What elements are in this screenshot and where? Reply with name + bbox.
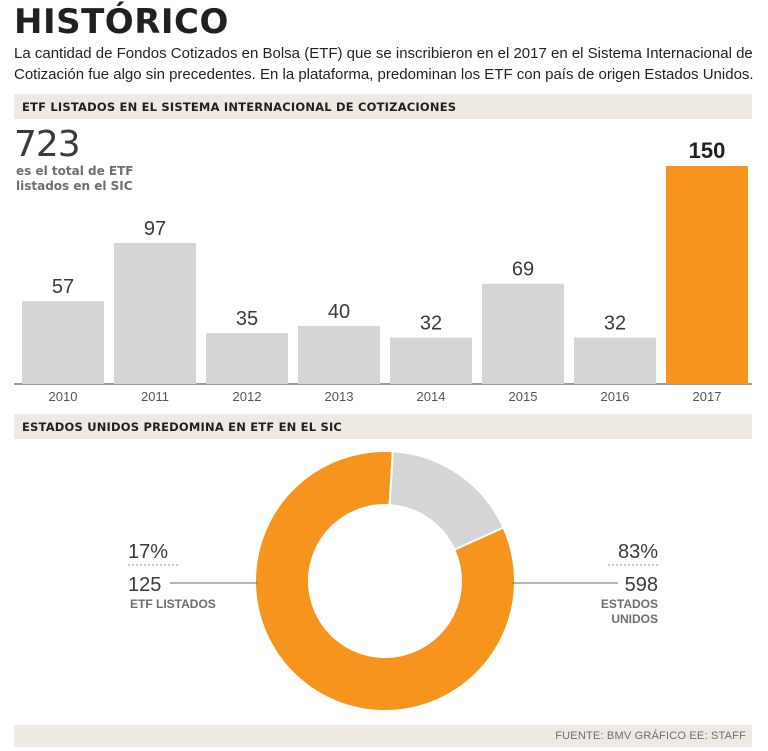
section-header-etf-listados: ETF LISTADOS EN EL SISTEMA INTERNACIONAL… [14,94,752,119]
bar-value-label-2013: 40 [328,301,350,323]
donut-label-name-etf-listados: ETF LISTADOS [130,597,216,611]
section-header-estados-unidos-label: ESTADOS UNIDOS PREDOMINA EN ETF EN EL SI… [22,420,343,434]
bar-2014 [390,337,472,384]
x-tick-label-2011: 2011 [141,389,169,404]
source-text: FUENTE: BMV GRÁFICO EE: STAFF [555,730,746,742]
donut-label-count-estados-unidos: 598 [625,574,658,596]
bar-chart: 57 2010 97 2011 35 2012 40 2013 32 2014 69 2015 32 20… [14,138,752,404]
donut-label-count-etf-listados: 125 [128,574,161,596]
x-tick-label-2015: 2015 [509,389,538,404]
x-tick-label-2012: 2012 [233,389,262,404]
x-tick-label-2017: 2017 [693,389,722,404]
bar-value-label-2011: 97 [144,218,166,240]
total-etf-number: 723 [14,124,81,165]
donut-label-percent-estados-unidos: 83% [618,541,658,563]
section-header-estados-unidos: ESTADOS UNIDOS PREDOMINA EN ETF EN EL SI… [14,414,752,439]
donut-label-name-estados-unidos: ESTADOS UNIDOS [601,597,658,626]
donut-slice-etf-listados [388,450,505,552]
bar-2016 [574,337,656,384]
x-tick-label-2014: 2014 [417,389,446,404]
page-subtitle: La cantidad de Fondos Cotizados en Bolsa… [14,45,754,83]
section-header-etf-listados-label: ETF LISTADOS EN EL SISTEMA INTERNACIONAL… [22,100,457,114]
bar-value-label-2015: 69 [512,259,534,281]
bar-2012 [206,333,288,384]
total-etf-caption: es el total de ETF listados en el SIC [16,164,134,193]
bar-value-label-2014: 32 [420,312,442,334]
x-tick-label-2010: 2010 [49,389,78,404]
donut-label-percent-etf-listados: 17% [128,541,168,563]
page-title: HISTÓRICO [14,2,229,42]
bar-2015 [482,283,564,384]
x-tick-label-2013: 2013 [325,389,354,404]
bar-value-label-2012: 35 [236,308,258,330]
bar-value-label-2010: 57 [52,276,74,298]
bar-2011 [114,243,196,384]
source-band: FUENTE: BMV GRÁFICO EE: STAFF [14,725,752,747]
bar-2013 [298,325,380,384]
bar-value-label-2017: 150 [689,138,726,163]
donut-slice-estados-unidos [254,450,516,712]
bar-2017 [666,166,748,384]
x-tick-label-2016: 2016 [601,389,630,404]
bar-2010 [22,301,104,384]
bar-value-label-2016: 32 [604,312,626,334]
